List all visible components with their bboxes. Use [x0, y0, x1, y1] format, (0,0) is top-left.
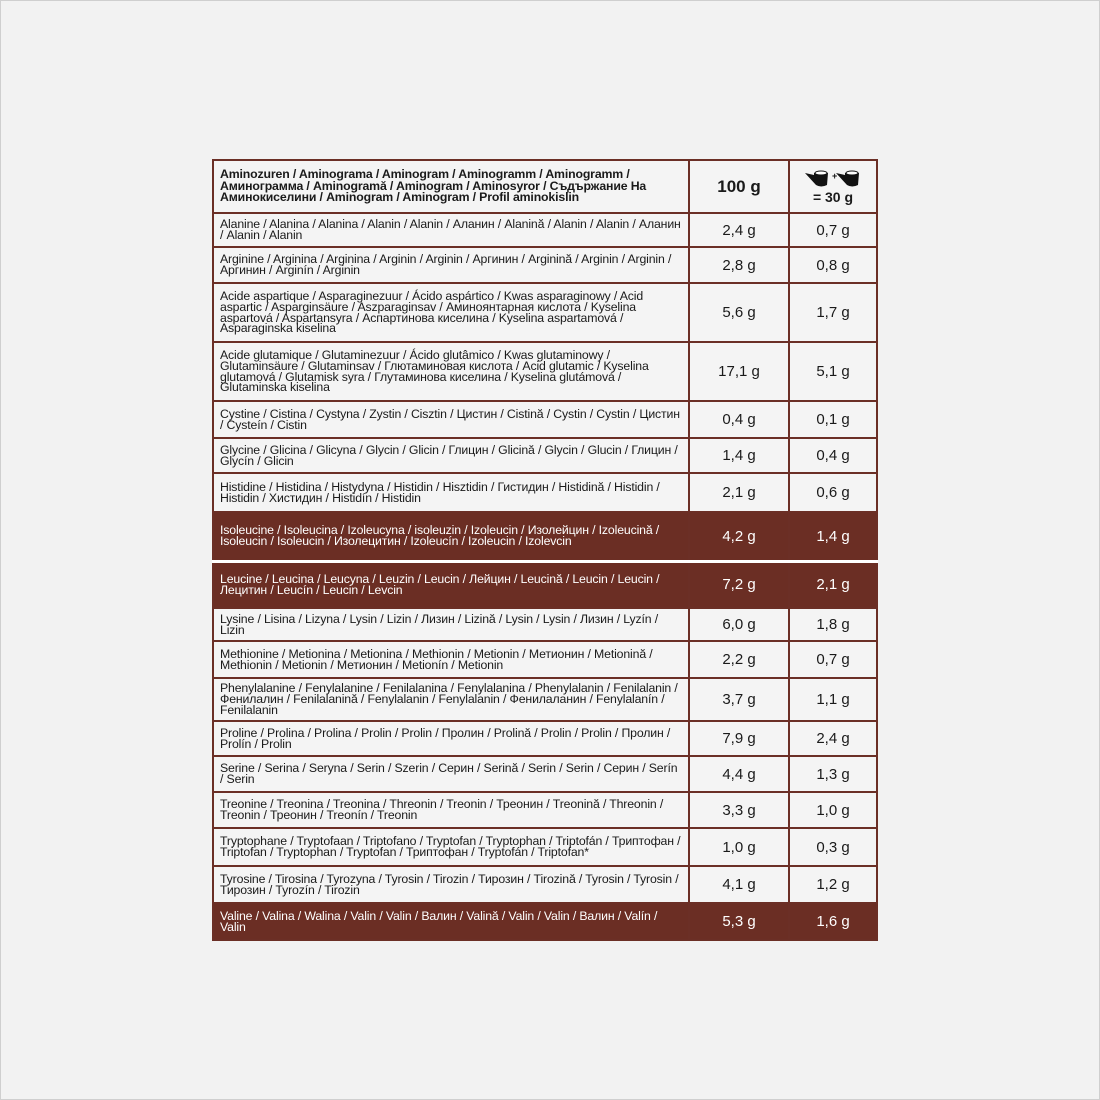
table-row: Histidine / Histidina / Histydyna / Hist…	[212, 472, 878, 513]
value-per-100g: 2,8 g	[688, 246, 790, 284]
amino-acid-name: Valine / Valina / Walina / Valin / Valin…	[212, 902, 690, 941]
column-header-100g: 100 g	[688, 159, 790, 214]
table-row: Alanine / Alanina / Alanina / Alanin / A…	[212, 212, 878, 248]
value-per-serving: 0,6 g	[788, 472, 878, 513]
value-per-100g: 4,4 g	[688, 755, 790, 793]
value-per-100g: 0,4 g	[688, 400, 790, 439]
table-row: Tryptophane / Tryptofaan / Triptofano / …	[212, 827, 878, 867]
table-row: Methionine / Metionina / Metionina / Met…	[212, 640, 878, 679]
value-per-100g: 7,9 g	[688, 720, 790, 757]
value-per-100g: 3,3 g	[688, 791, 790, 829]
value-per-serving: 1,3 g	[788, 755, 878, 793]
amino-acid-name: Glycine / Glicina / Glicyna / Glycin / G…	[212, 437, 690, 474]
amino-acid-name: Lysine / Lisina / Lizyna / Lysin / Lizin…	[212, 607, 690, 642]
value-per-100g: 2,2 g	[688, 640, 790, 679]
column-header-serving: + = 30 g	[788, 159, 878, 214]
table-row: Acide aspartique / Asparaginezuur / Ácid…	[212, 282, 878, 343]
value-per-100g: 5,3 g	[688, 902, 790, 941]
amino-acid-name: Treonine / Treonina / Treonina / Threoni…	[212, 791, 690, 829]
table-row: Isoleucine / Isoleucina / Izoleucyna / i…	[212, 511, 878, 562]
amino-acid-name: Alanine / Alanina / Alanina / Alanin / A…	[212, 212, 690, 248]
value-per-serving: 1,7 g	[788, 282, 878, 343]
value-per-serving: 1,4 g	[788, 511, 878, 562]
table-row: Leucine / Leucina / Leucyna / Leuzin / L…	[212, 559, 878, 609]
amino-acid-name: Acide aspartique / Asparaginezuur / Ácid…	[212, 282, 690, 343]
amino-acid-name: Tryptophane / Tryptofaan / Triptofano / …	[212, 827, 690, 867]
value-per-100g: 4,1 g	[688, 865, 790, 904]
value-per-100g: 17,1 g	[688, 341, 790, 402]
value-per-100g: 3,7 g	[688, 677, 790, 722]
table-row: Glycine / Glicina / Glicyna / Glycin / G…	[212, 437, 878, 474]
amino-acid-name: Leucine / Leucina / Leucyna / Leuzin / L…	[212, 559, 690, 609]
value-per-serving: 0,4 g	[788, 437, 878, 474]
aminogram-table: Aminozuren / Aminograma / Aminogram / Am…	[212, 159, 878, 941]
value-per-100g: 5,6 g	[688, 282, 790, 343]
amino-acid-name: Isoleucine / Isoleucina / Izoleucyna / i…	[212, 511, 690, 562]
serving-size-label: = 30 g	[812, 188, 854, 205]
value-per-serving: 0,7 g	[788, 640, 878, 679]
value-per-serving: 0,1 g	[788, 400, 878, 439]
amino-acid-name: Methionine / Metionina / Metionina / Met…	[212, 640, 690, 679]
svg-text:+: +	[832, 171, 837, 181]
value-per-serving: 0,8 g	[788, 246, 878, 284]
value-per-100g: 1,4 g	[688, 437, 790, 474]
value-per-serving: 1,6 g	[788, 902, 878, 941]
amino-acid-name: Histidine / Histidina / Histydyna / Hist…	[212, 472, 690, 513]
value-per-100g: 2,1 g	[688, 472, 790, 513]
value-per-serving: 5,1 g	[788, 341, 878, 402]
amino-acid-name: Serine / Serina / Seryna / Serin / Szeri…	[212, 755, 690, 793]
two-scoops-icon: +	[805, 170, 859, 186]
table-header-row: Aminozuren / Aminograma / Aminogram / Am…	[212, 159, 878, 214]
table-row: Tyrosine / Tirosina / Tyrozyna / Tyrosin…	[212, 865, 878, 904]
table-row: Treonine / Treonina / Treonina / Threoni…	[212, 791, 878, 829]
table-row: Valine / Valina / Walina / Valin / Valin…	[212, 902, 878, 941]
table-row: Cystine / Cistina / Cystyna / Zystin / C…	[212, 400, 878, 439]
table-title: Aminozuren / Aminograma / Aminogram / Am…	[212, 159, 690, 214]
value-per-serving: 1,1 g	[788, 677, 878, 722]
value-per-serving: 0,3 g	[788, 827, 878, 867]
value-per-100g: 2,4 g	[688, 212, 790, 248]
table-row: Phenylalanine / Fenylalanine / Fenilalan…	[212, 677, 878, 722]
value-per-100g: 1,0 g	[688, 827, 790, 867]
value-per-100g: 7,2 g	[688, 559, 790, 609]
value-per-serving: 2,1 g	[788, 559, 878, 609]
amino-acid-name: Proline / Prolina / Prolina / Prolin / P…	[212, 720, 690, 757]
value-per-serving: 1,8 g	[788, 607, 878, 642]
table-row: Proline / Prolina / Prolina / Prolin / P…	[212, 720, 878, 757]
value-per-100g: 6,0 g	[688, 607, 790, 642]
value-per-serving: 2,4 g	[788, 720, 878, 757]
table-row: Lysine / Lisina / Lizyna / Lysin / Lizin…	[212, 607, 878, 642]
amino-acid-name: Acide glutamique / Glutaminezuur / Ácido…	[212, 341, 690, 402]
amino-acid-name: Tyrosine / Tirosina / Tyrozyna / Tyrosin…	[212, 865, 690, 904]
amino-acid-name: Arginine / Arginina / Arginina / Arginin…	[212, 246, 690, 284]
amino-acid-name: Phenylalanine / Fenylalanine / Fenilalan…	[212, 677, 690, 722]
value-per-serving: 0,7 g	[788, 212, 878, 248]
table-row: Arginine / Arginina / Arginina / Arginin…	[212, 246, 878, 284]
amino-acid-name: Cystine / Cistina / Cystyna / Zystin / C…	[212, 400, 690, 439]
value-per-serving: 1,2 g	[788, 865, 878, 904]
value-per-100g: 4,2 g	[688, 511, 790, 562]
value-per-serving: 1,0 g	[788, 791, 878, 829]
table-row: Serine / Serina / Seryna / Serin / Szeri…	[212, 755, 878, 793]
table-row: Acide glutamique / Glutaminezuur / Ácido…	[212, 341, 878, 402]
